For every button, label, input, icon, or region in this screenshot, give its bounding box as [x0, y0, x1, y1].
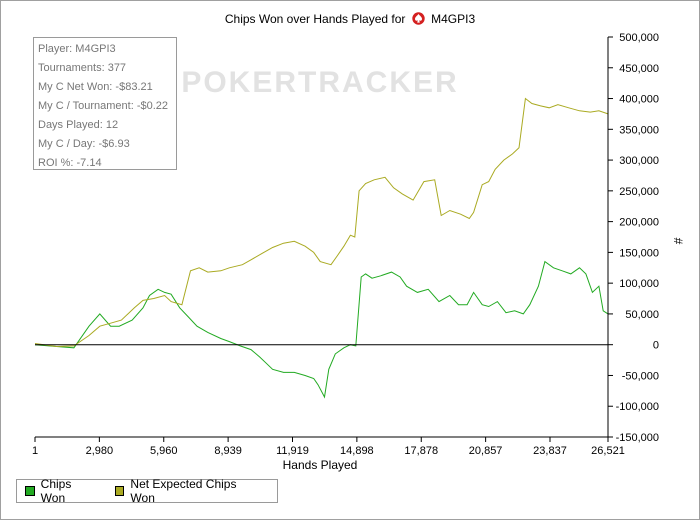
axes-layer: 1 2,980 5,960 8,939 11,919 14,898 17,878 20,857… — [32, 32, 659, 457]
y-tick-label: 100,000 — [619, 278, 659, 290]
stat-net-won: My C Net Won: -$83.21 — [38, 81, 153, 93]
y-tick-label: 50,000 — [625, 309, 659, 321]
legend-label-chips-won: Chips Won — [40, 477, 72, 505]
y-axis-title: # — [671, 238, 685, 245]
x-tick-label: 11,919 — [276, 445, 309, 457]
x-tick-label: 26,521 — [591, 445, 625, 457]
legend-label-net-expected: Net Expected Chips Won — [130, 477, 237, 505]
chart-title-text: Chips Won over Hands Played for — [224, 12, 406, 26]
legend-item-net-expected: Net Expected Chips Won — [114, 477, 259, 505]
stat-per-tournament: My C / Tournament: -$0.22 — [38, 100, 169, 112]
y-tick-label: 200,000 — [619, 217, 659, 229]
stat-roi: ROI %: -7.14 — [38, 157, 102, 169]
y-tick-label: 300,000 — [619, 155, 659, 167]
series-line-net-expected — [34, 97, 609, 348]
y-tick-label: 0 — [653, 340, 659, 352]
y-tick-label: -150,000 — [616, 432, 659, 444]
legend-swatch-net-expected — [114, 486, 125, 496]
legend-swatch-chips-won — [25, 486, 35, 496]
x-tick-label: 17,878 — [404, 445, 438, 457]
chart-legend: Chips Won Net Expected Chips Won — [16, 477, 278, 505]
chart-title-player: M4GPI3 — [431, 12, 476, 26]
y-tick-label: -100,000 — [616, 401, 659, 413]
series-line-chips-won — [34, 260, 609, 399]
chart-title: Chips Won over Hands Played for M4GPI3 — [0, 12, 700, 28]
y-tick-label: 400,000 — [619, 94, 659, 106]
pokerstars-spade-icon — [412, 12, 425, 28]
pokertracker-watermark: POKERTRACKER — [181, 66, 458, 99]
x-tick-label: 14,898 — [340, 445, 374, 457]
y-tick-label: 350,000 — [619, 124, 659, 136]
y-tick-label: -50,000 — [622, 370, 659, 382]
x-tick-label: 20,857 — [469, 445, 503, 457]
stats-box: Player: M4GPI3 Tournaments: 377 My C Net… — [33, 37, 177, 170]
x-tick-label: 8,939 — [214, 445, 242, 457]
y-tick-label: 450,000 — [619, 63, 659, 75]
y-tick-label: 500,000 — [619, 32, 659, 44]
stat-per-day: My C / Day: -$6.93 — [38, 138, 130, 150]
stat-days-played: Days Played: 12 — [38, 119, 119, 131]
legend-item-chips-won: Chips Won — [25, 477, 97, 505]
x-tick-label: 1 — [32, 445, 38, 457]
stat-tournaments: Tournaments: 377 — [38, 62, 127, 74]
y-tick-label: 250,000 — [619, 186, 659, 198]
x-axis-title: Hands Played — [283, 458, 358, 472]
y-tick-label: 150,000 — [619, 247, 659, 259]
x-tick-label: 23,837 — [533, 445, 567, 457]
stat-player: Player: M4GPI3 — [38, 43, 116, 55]
x-tick-label: 2,980 — [86, 445, 114, 457]
x-tick-label: 5,960 — [150, 445, 178, 457]
